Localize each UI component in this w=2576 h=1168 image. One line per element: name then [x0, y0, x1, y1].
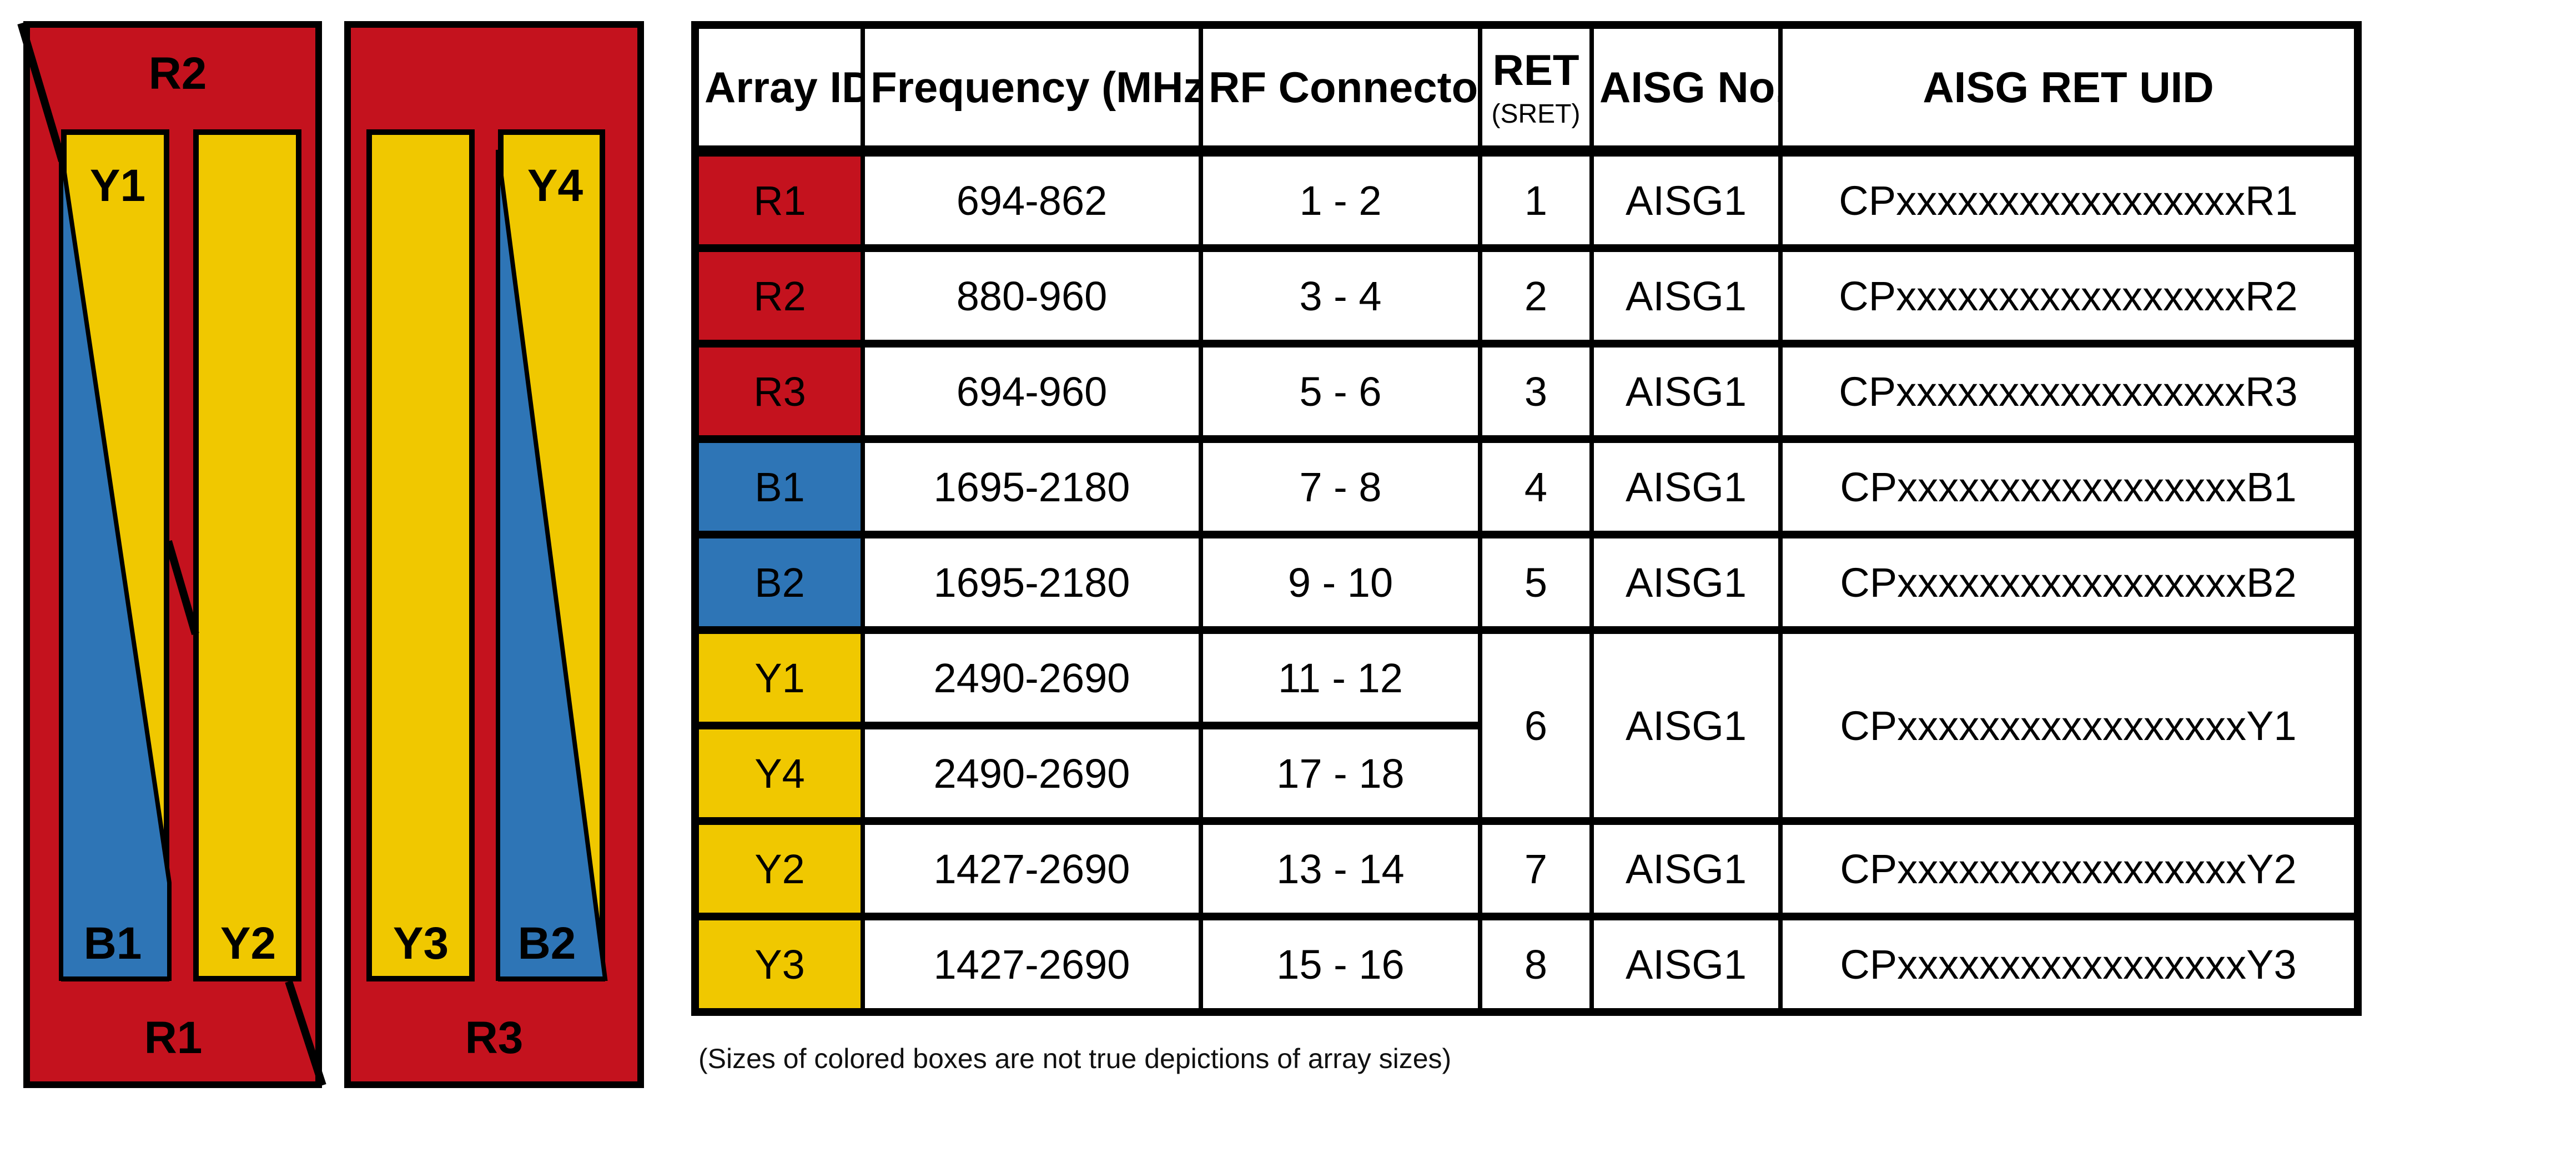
header-ret-main: RET [1492, 46, 1579, 94]
frequency-cell: 1427-2690 [861, 817, 1203, 920]
array-id-cell: Y4 [693, 722, 865, 825]
array-label-y1: Y1 [89, 160, 146, 211]
array-label-y4: Y4 [527, 160, 583, 211]
rf-connector-cell: 9 - 10 [1199, 531, 1482, 634]
array-label-r3: R3 [465, 1013, 524, 1063]
panel2-bar4-blue-b2-wedge [496, 149, 608, 981]
array-label-y3: Y3 [393, 918, 449, 969]
aisg-no-cell: AISG1 [1589, 913, 1783, 1016]
array-configuration-table: Array ID Frequency (MHz) RF Connector RE… [691, 21, 2362, 1016]
panel2-bar3-yellow-y3 [366, 129, 475, 981]
frequency-cell: 2490-2690 [861, 722, 1203, 825]
array-diagram-canvas [17, 21, 644, 1088]
header-ret: RET (SRET) [1478, 21, 1594, 157]
aisg-ret-uid-cell: CPxxxxxxxxxxxxxxxxxR3 [1778, 340, 2360, 443]
table-row: Y1 2490-2690 11 - 12 6 AISG1 CPxxxxxxxxx… [693, 626, 2360, 825]
rf-connector-cell: 3 - 4 [1199, 244, 1482, 348]
rf-connector-cell: 11 - 12 [1199, 626, 1482, 729]
ret-cell: 7 [1478, 817, 1594, 920]
array-label-r2: R2 [148, 48, 207, 99]
aisg-ret-uid-cell: CPxxxxxxxxxxxxxxxxxR2 [1778, 244, 2360, 348]
aisg-ret-uid-cell: CPxxxxxxxxxxxxxxxxxY2 [1778, 817, 2360, 920]
array-id-cell: R2 [693, 244, 865, 348]
ret-cell: 1 [1478, 147, 1594, 252]
array-label-b1: B1 [83, 918, 142, 969]
aisg-ret-uid-cell: CPxxxxxxxxxxxxxxxxxB2 [1778, 531, 2360, 634]
rf-connector-cell: 17 - 18 [1199, 722, 1482, 825]
table-row: B2 1695-2180 9 - 10 5 AISG1 CPxxxxxxxxxx… [693, 531, 2360, 634]
antenna-array-diagram: R2 Y1 Y4 B1 Y2 Y3 B2 R1 R3 [0, 0, 691, 1168]
aisg-no-cell: AISG1 [1589, 340, 1783, 443]
frequency-cell: 1695-2180 [861, 531, 1203, 634]
table-row: Y2 1427-2690 13 - 14 7 AISG1 CPxxxxxxxxx… [693, 817, 2360, 920]
array-label-r1: R1 [144, 1013, 203, 1063]
table-row: Y4 2490-2690 17 - 18 [693, 722, 2358, 825]
frequency-cell: 2490-2690 [861, 626, 1203, 729]
rf-connector-cell: 7 - 8 [1199, 435, 1482, 538]
array-label-y2: Y2 [220, 918, 276, 969]
table-row: B1 1695-2180 7 - 8 4 AISG1 CPxxxxxxxxxxx… [693, 435, 2360, 538]
frequency-cell: 694-862 [861, 147, 1203, 252]
ret-cell: 2 [1478, 244, 1594, 348]
panel1-bar2-yellow-y2 [193, 129, 301, 981]
array-id-cell: R1 [693, 147, 865, 252]
frequency-cell: 1427-2690 [861, 913, 1203, 1016]
frequency-cell: 1695-2180 [861, 435, 1203, 538]
ret-cell: 3 [1478, 340, 1594, 443]
diagram-caption: (Sizes of colored boxes are not true dep… [698, 1043, 1452, 1074]
header-aisg-no: AISG No. [1589, 21, 1783, 157]
header-ret-sub: (SRET) [1491, 99, 1581, 129]
aisg-no-cell-merged: AISG1 [1589, 626, 1783, 825]
panel1-topleft-diagonal-line [17, 22, 66, 163]
ret-cell: 8 [1478, 913, 1594, 1016]
aisg-no-cell: AISG1 [1589, 817, 1783, 920]
rf-connector-cell: 15 - 16 [1199, 913, 1482, 1016]
aisg-no-cell: AISG1 [1589, 244, 1783, 348]
ret-cell: 4 [1478, 435, 1594, 538]
table-row: Y3 1427-2690 15 - 16 8 AISG1 CPxxxxxxxxx… [693, 913, 2360, 1016]
table-header-row: Array ID Frequency (MHz) RF Connector RE… [693, 21, 2360, 157]
panel1-bar1-blue-b1-wedge [59, 149, 172, 981]
array-id-cell: B1 [693, 435, 865, 538]
header-rf-connector: RF Connector [1199, 21, 1482, 157]
table-row: R1 694-862 1 - 2 1 AISG1 CPxxxxxxxxxxxxx… [693, 147, 2360, 252]
aisg-no-cell: AISG1 [1589, 147, 1783, 252]
rf-connector-cell: 13 - 14 [1199, 817, 1482, 920]
array-id-cell: R3 [693, 340, 865, 443]
table-row: R3 694-960 5 - 6 3 AISG1 CPxxxxxxxxxxxxx… [693, 340, 2360, 443]
panel1-bottomright-diagonal-line [285, 980, 326, 1087]
ret-cell: 5 [1478, 531, 1594, 634]
header-array-id: Array ID [693, 21, 865, 157]
array-label-b2: B2 [517, 918, 576, 969]
frequency-cell: 694-960 [861, 340, 1203, 443]
header-frequency: Frequency (MHz) [861, 21, 1203, 157]
table-row: R2 880-960 3 - 4 2 AISG1 CPxxxxxxxxxxxxx… [693, 244, 2360, 348]
aisg-no-cell: AISG1 [1589, 531, 1783, 634]
header-aisg-ret-uid: AISG RET UID [1778, 21, 2360, 157]
panel1-middle-diagonal-line [164, 540, 199, 635]
aisg-ret-uid-cell: CPxxxxxxxxxxxxxxxxxY3 [1778, 913, 2360, 1016]
aisg-ret-uid-cell: CPxxxxxxxxxxxxxxxxxB1 [1778, 435, 2360, 538]
array-id-cell: Y1 [693, 626, 865, 729]
rf-connector-cell: 5 - 6 [1199, 340, 1482, 443]
aisg-ret-uid-cell: CPxxxxxxxxxxxxxxxxxR1 [1778, 147, 2360, 252]
ret-cell-merged: 6 [1478, 626, 1594, 825]
array-id-cell: Y3 [693, 913, 865, 1016]
aisg-no-cell: AISG1 [1589, 435, 1783, 538]
array-id-cell: Y2 [693, 817, 865, 920]
aisg-ret-uid-cell-merged: CPxxxxxxxxxxxxxxxxxY1 [1778, 626, 2360, 825]
array-id-cell: B2 [693, 531, 865, 634]
frequency-cell: 880-960 [861, 244, 1203, 348]
rf-connector-cell: 1 - 2 [1199, 147, 1482, 252]
